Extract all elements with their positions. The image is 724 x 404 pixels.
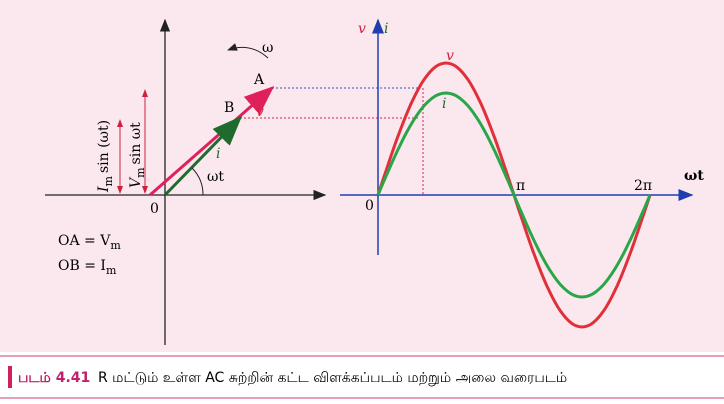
- oa-eq: OA = Vm: [58, 233, 121, 252]
- label-i: i: [216, 146, 220, 162]
- caption-marker: [8, 366, 12, 388]
- angle-label: ωt: [207, 169, 224, 185]
- phasor-origin: 0: [150, 201, 159, 217]
- ob-eq: OB = Im: [58, 258, 117, 277]
- tick-pi: π: [516, 178, 525, 194]
- rotation-arrow: [227, 43, 269, 59]
- y-label-i: i: [384, 21, 388, 37]
- caption-text: R மட்டும் உள்ள AC சுற்றின் கட்ட விளக்கப்…: [98, 370, 567, 386]
- curve-i-label: i: [442, 96, 446, 112]
- vm-label: Vmsin ωt: [128, 122, 147, 188]
- im-label: Imsin (ωt): [96, 120, 115, 193]
- angle-arc: [191, 167, 204, 196]
- y-label-v: v: [358, 21, 366, 37]
- x-axis-label: ωt: [684, 168, 704, 184]
- curve-i: [376, 91, 652, 299]
- point-b: B: [224, 100, 234, 116]
- curve-v-label: v: [446, 48, 454, 64]
- tick-2pi: 2π: [634, 178, 652, 194]
- wave-origin: 0: [365, 198, 374, 214]
- point-a: A: [253, 72, 265, 88]
- omega: ω: [262, 40, 273, 56]
- caption-number: படம் 4.41: [18, 370, 90, 386]
- phasor-ob: [163, 115, 243, 197]
- phasor-oa: [149, 86, 275, 197]
- background: [0, 0, 724, 352]
- label-v: v: [256, 104, 264, 120]
